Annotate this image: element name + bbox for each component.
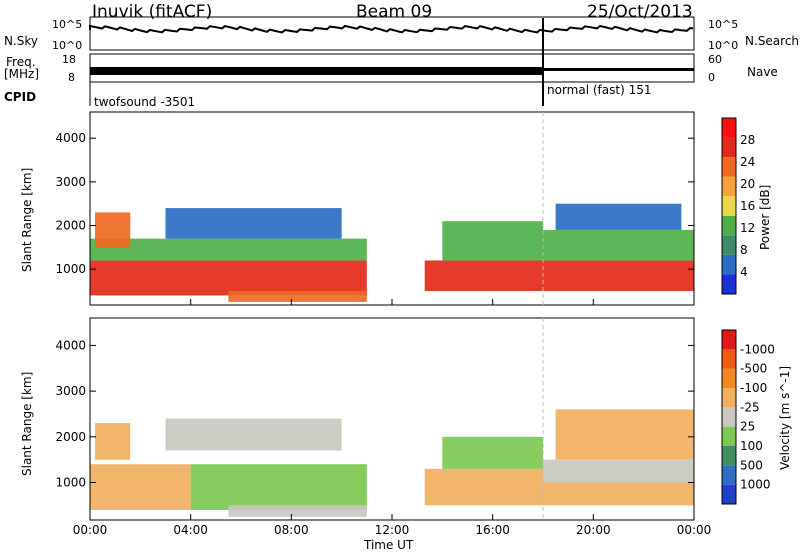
velocity-region-6 [442, 436, 543, 469]
power-colorbar-cell-7 [722, 137, 736, 158]
freq-right-tick-top: 60 [708, 53, 722, 66]
velocity-region-4 [228, 505, 367, 517]
power-region-7 [543, 260, 694, 292]
power-colorbar-tick-1: 8 [740, 243, 748, 257]
power-ytick-label-2: 3000 [55, 175, 86, 189]
velocity-region-9 [555, 409, 694, 460]
xtick-label-2: 08:00 [274, 523, 309, 537]
power-colorbar-cell-5 [722, 176, 736, 197]
velocity-region-1 [95, 423, 131, 460]
xtick-label-3: 12:00 [375, 523, 410, 537]
velocity-colorbar-cell-4 [722, 407, 736, 427]
cpid-program-2: normal (fast) 151 [547, 83, 652, 97]
velocity-colorbar-cell-8 [722, 330, 736, 350]
velocity-colorbar-cell-6 [722, 368, 736, 388]
power-region-3 [95, 212, 131, 248]
freq-trace-2 [543, 68, 694, 71]
power-colorbar-frame [721, 117, 737, 295]
velocity-colorbar-tick-6: -500 [740, 362, 767, 376]
freq-label-2: [MHz] [4, 67, 40, 81]
freq-left-tick-top: 18 [62, 53, 76, 66]
power-colorbar-cell-4 [722, 196, 736, 216]
xtick-label-0: 00:00 [73, 523, 108, 537]
power-ytick-label-1: 2000 [55, 219, 86, 233]
velocity-colorbar-tick-0: 1000 [740, 478, 771, 492]
velocity-region-2 [165, 418, 342, 451]
power-region-6 [442, 221, 543, 261]
velocity-colorbar-tick-4: -25 [740, 400, 760, 414]
power-colorbar-tick-2: 12 [740, 221, 755, 235]
velocity-ytick-label-1: 2000 [55, 430, 86, 444]
power-colorbar-cell-2 [722, 235, 736, 255]
velocity-ytick-label-0: 1000 [55, 476, 86, 490]
velocity-colorbar-cell-7 [722, 349, 736, 369]
velocity-colorbar-tick-3: 25 [740, 420, 755, 434]
velocity-region-8 [543, 459, 694, 483]
velocity-colorbar-cell-5 [722, 388, 736, 408]
power-ytick-label-0: 1000 [55, 262, 86, 276]
velocity-region-0 [90, 464, 191, 510]
xtick-label-1: 04:00 [173, 523, 208, 537]
velocity-colorbar-cell-1 [722, 465, 736, 485]
noise-trace [89, 24, 694, 34]
freq-right-tick-bottom: 0 [708, 71, 715, 84]
noise-right-tick-top: 10^5 [708, 18, 739, 31]
nave-label: Nave [747, 65, 778, 79]
velocity-colorbar-tick-5: -100 [740, 381, 767, 395]
velocity-colorbar-tick-2: 100 [740, 439, 763, 453]
power-region-0 [90, 260, 367, 296]
velocity-colorbar-frame [721, 329, 737, 505]
power-colorbar-cell-6 [722, 157, 736, 177]
power-region-2 [165, 208, 342, 239]
nsky-label: N.Sky [4, 34, 39, 48]
xtick-label-4: 16:00 [475, 523, 510, 537]
power-colorbar-cell-0 [722, 274, 736, 294]
power-region-8 [543, 229, 694, 261]
power-ytick-label-3: 4000 [55, 131, 86, 145]
power-region-4 [228, 291, 367, 302]
xtick-label-5: 20:00 [576, 523, 611, 537]
cpid-program-1: twofsound -3501 [94, 95, 196, 109]
velocity-colorbar-tick-1: 500 [740, 458, 763, 472]
noise-left-tick-bottom: 10^0 [52, 39, 83, 52]
power-colorbar-tick-6: 28 [740, 133, 755, 147]
x-axis-title: Time UT [364, 538, 414, 552]
velocity-region-7 [543, 482, 694, 506]
power-region-9 [555, 203, 682, 230]
power-region-1 [90, 238, 367, 261]
nsearch-label: N.Search [745, 34, 800, 48]
freq-trace-1 [90, 67, 543, 75]
velocity-colorbar-tick-7: -1000 [740, 342, 775, 356]
velocity-region-5 [424, 468, 543, 506]
power-colorbar-cell-1 [722, 254, 736, 275]
power-colorbar-tick-0: 4 [740, 265, 748, 279]
freq-label-1: Freq. [6, 55, 36, 69]
velocity-region-3 [190, 464, 367, 510]
noise-left-tick-top: 10^5 [52, 18, 83, 31]
freq-left-tick-bottom: 8 [68, 71, 75, 84]
power-colorbar-tick-4: 20 [740, 177, 755, 191]
cpid-label: CPID [4, 90, 37, 104]
power-region-5 [424, 260, 543, 292]
velocity-colorbar-cell-0 [722, 484, 736, 504]
power-colorbar-tick-5: 24 [740, 155, 755, 169]
power-colorbar-tick-3: 16 [740, 199, 755, 213]
velocity-colorbar-cell-2 [722, 446, 736, 466]
noise-strip-frame [89, 16, 695, 51]
xtick-label-6: 00:00 [677, 523, 712, 537]
velocity-ytick-label-2: 3000 [55, 384, 86, 398]
velocity-colorbar-cell-3 [722, 426, 736, 446]
noise-right-tick-bottom: 10^0 [708, 39, 739, 52]
power-colorbar-cell-8 [722, 118, 736, 138]
velocity-ytick-label-3: 4000 [55, 338, 86, 352]
power-colorbar-cell-3 [722, 215, 736, 236]
